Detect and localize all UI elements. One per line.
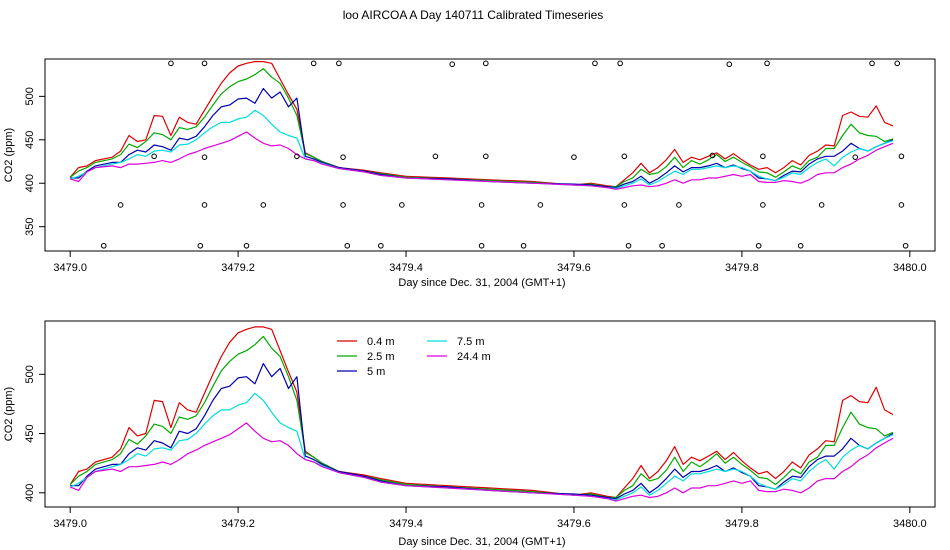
y-tick-label: 500 bbox=[24, 87, 36, 105]
marker-point bbox=[201, 154, 208, 160]
marker-point bbox=[755, 242, 762, 249]
marker-point bbox=[432, 153, 439, 160]
marker-point bbox=[760, 202, 766, 208]
series-line-24-4-m bbox=[70, 131, 894, 190]
marker-point bbox=[726, 61, 733, 68]
marker-point bbox=[520, 242, 527, 249]
x-tick-label: 3479.0 bbox=[53, 518, 87, 530]
legend-label: 7.5 m bbox=[457, 336, 485, 348]
marker-point bbox=[617, 60, 623, 67]
marker-point bbox=[760, 153, 766, 160]
marker-point bbox=[894, 60, 901, 67]
legend-label: 24.4 m bbox=[457, 351, 491, 363]
marker-point bbox=[310, 60, 317, 67]
series-group bbox=[69, 60, 894, 190]
y-tick-label: 450 bbox=[24, 424, 36, 442]
marker-point bbox=[483, 60, 489, 67]
top-panel: 3479.0 3479.2 3479.4 3479.6 3479.8 3480.0 350 4… bbox=[3, 58, 936, 289]
marker-point bbox=[797, 242, 804, 249]
marker-point bbox=[478, 242, 485, 249]
series-line-5-m bbox=[70, 363, 894, 500]
legend-label: 5 m bbox=[367, 366, 385, 378]
marker-point bbox=[378, 242, 384, 249]
marker-point bbox=[483, 153, 489, 160]
x-tick-label: 3479.2 bbox=[221, 518, 255, 530]
bottom-panel: 3479.0 3479.2 3479.4 3479.6 3479.8 3480.0 400 4… bbox=[3, 320, 936, 548]
plot-frame bbox=[44, 320, 936, 508]
marker-point bbox=[571, 154, 577, 160]
marker-point bbox=[197, 242, 204, 249]
marker-point bbox=[243, 242, 250, 249]
marker-point bbox=[621, 153, 628, 160]
y-tick-label: 350 bbox=[24, 217, 36, 235]
marker-point bbox=[676, 202, 682, 208]
chart-title: loo AIRCOA A Day 140711 Calibrated Times… bbox=[343, 8, 604, 22]
x-tick-label: 3479.8 bbox=[725, 262, 759, 274]
marker-point bbox=[709, 152, 716, 159]
marker-point bbox=[117, 202, 124, 208]
marker-point bbox=[260, 202, 267, 208]
marker-point bbox=[625, 242, 632, 249]
series-line-5-m bbox=[70, 87, 894, 189]
marker-point bbox=[764, 60, 770, 67]
x-tick-label: 3480.0 bbox=[893, 518, 927, 530]
x-tick-label: 3479.8 bbox=[725, 518, 759, 530]
marker-point bbox=[537, 202, 544, 208]
marker-point bbox=[201, 202, 208, 208]
marker-point bbox=[344, 242, 351, 249]
marker-point bbox=[399, 202, 405, 208]
marker-point bbox=[294, 153, 300, 160]
marker-point bbox=[621, 202, 628, 208]
x-tick-label: 3479.4 bbox=[389, 262, 423, 274]
marker-point bbox=[340, 154, 346, 160]
marker-point bbox=[151, 153, 157, 160]
x-tick-label: 3479.6 bbox=[557, 262, 591, 274]
marker-point bbox=[592, 60, 598, 67]
y-tick-label: 450 bbox=[24, 131, 36, 149]
marker-point bbox=[852, 154, 859, 160]
marker-point bbox=[869, 60, 875, 67]
marker-point bbox=[902, 242, 909, 249]
x-tick-label: 3479.0 bbox=[53, 262, 87, 274]
legend: 0.4 m 2.5 m 5 m 7.5 m 24.4 m bbox=[337, 336, 491, 378]
marker-point bbox=[449, 61, 456, 68]
x-axis-label: Day since Dec. 31, 2004 (GMT+1) bbox=[398, 277, 565, 289]
y-tick-label: 500 bbox=[24, 365, 36, 383]
legend-label: 2.5 m bbox=[367, 351, 395, 363]
x-axis-label: Day since Dec. 31, 2004 (GMT+1) bbox=[398, 536, 565, 548]
marker-point bbox=[340, 202, 346, 208]
x-tick-label: 3480.0 bbox=[893, 262, 927, 274]
series-line-0-4-m bbox=[69, 60, 894, 188]
series-group bbox=[69, 326, 894, 502]
marker-point bbox=[168, 60, 174, 67]
series-line-24-4-m bbox=[69, 422, 894, 502]
marker-point bbox=[100, 242, 107, 249]
marker-point bbox=[659, 242, 665, 249]
plot-frame bbox=[44, 58, 936, 252]
marker-point bbox=[336, 60, 342, 67]
x-tick-label: 3479.4 bbox=[389, 518, 423, 530]
marker-point bbox=[201, 60, 208, 67]
marker-point bbox=[898, 202, 905, 208]
marker-point bbox=[478, 202, 485, 208]
legend-label: 0.4 m bbox=[367, 336, 395, 348]
x-tick-label: 3479.2 bbox=[221, 262, 255, 274]
marker-point bbox=[898, 153, 905, 160]
y-axis-label: CO2 (ppm) bbox=[3, 128, 15, 182]
x-tick-label: 3479.6 bbox=[557, 518, 591, 530]
y-tick-label: 400 bbox=[24, 174, 36, 192]
y-axis-label: CO2 (ppm) bbox=[3, 387, 15, 441]
y-tick-label: 400 bbox=[24, 484, 36, 502]
marker-point bbox=[818, 202, 825, 208]
series-line-7-5-m bbox=[69, 392, 894, 501]
series-line-7-5-m bbox=[70, 109, 894, 189]
